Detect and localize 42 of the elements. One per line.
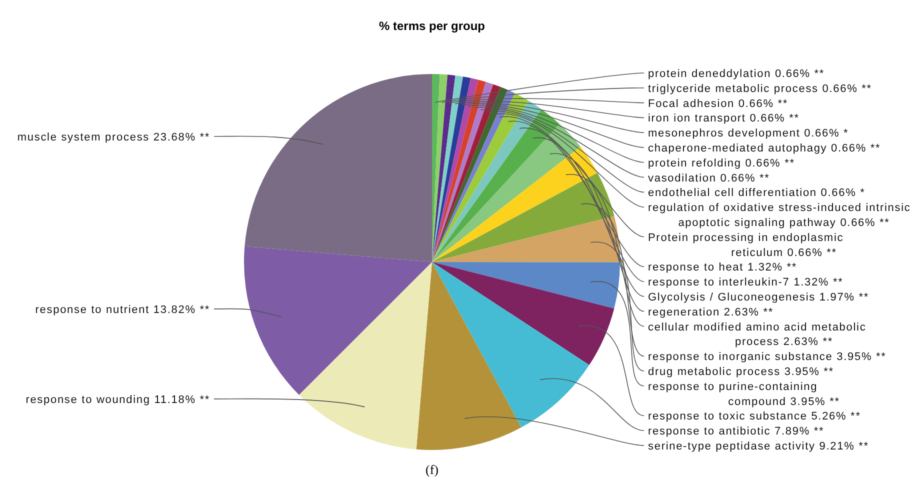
pie-slice (416, 262, 522, 450)
pie-slice (432, 74, 456, 262)
slice-label: response to toxic substance 5.26% ** (648, 410, 861, 423)
slice-label: mesonephros development 0.66% * (648, 128, 849, 140)
pie-slice (432, 74, 448, 262)
pie-slice (432, 216, 620, 262)
slice-label: response to wounding 11.18% ** (26, 394, 210, 406)
pie-slice (432, 172, 614, 262)
slice-label: muscle system process 23.68% ** (17, 131, 210, 144)
slice-label: regulation of oxidative stress-induced intrinsic apoptotic signaling pathway 0.66% ** (648, 202, 911, 229)
slice-label: regeneration 2.63% ** (648, 306, 774, 318)
pie-slice (432, 100, 542, 262)
pie-slice (432, 262, 614, 366)
slice-label: chaperone-mediated autophagy 0.66% ** (648, 142, 881, 154)
pie-slice (432, 75, 464, 262)
chart-title: % terms per group (378, 19, 486, 33)
slice-label: protein deneddylation 0.66% ** (648, 68, 825, 80)
slice-label: endothelial cell differentiation 0.66% * (648, 187, 866, 200)
pie-slice (432, 109, 560, 262)
slice-label: drug metabolic process 3.95% ** (648, 366, 834, 378)
slice-label: response to heat 1.32% ** (648, 262, 798, 274)
slice-label: response to interleukin-7 1.32% ** (648, 276, 844, 289)
slice-label: Focal adhesion 0.66% ** (648, 98, 788, 110)
pie-slice (244, 246, 432, 395)
pie-slice (432, 93, 528, 262)
slice-label: triglyceride metabolic process 0.66% ** (648, 82, 872, 95)
slice-label: iron ion transport 0.66% ** (648, 112, 800, 125)
pie-slice (432, 262, 590, 428)
text: (f) (426, 462, 438, 477)
pie-slice (244, 74, 432, 262)
slice-label: response to antibiotic 7.89% ** (648, 426, 824, 438)
slice-label: response to inorganic substance 3.95% ** (648, 351, 886, 364)
pie-slice (432, 146, 598, 262)
slice-label: protein refolding 0.66% ** (648, 157, 795, 170)
slice-label: response to nutrient 13.82% ** (35, 304, 210, 316)
pie-slice (432, 262, 620, 308)
pie-slice (432, 124, 581, 262)
slice-label: Glycolysis / Gluconeogenesis 1.97% ** (648, 292, 869, 304)
pie-slice (299, 262, 432, 450)
slice-label: vasodilation 0.66% ** (648, 172, 770, 184)
slice-label: serine-type peptidase activity 9.21% ** (648, 440, 869, 452)
pie-slice (432, 76, 471, 262)
